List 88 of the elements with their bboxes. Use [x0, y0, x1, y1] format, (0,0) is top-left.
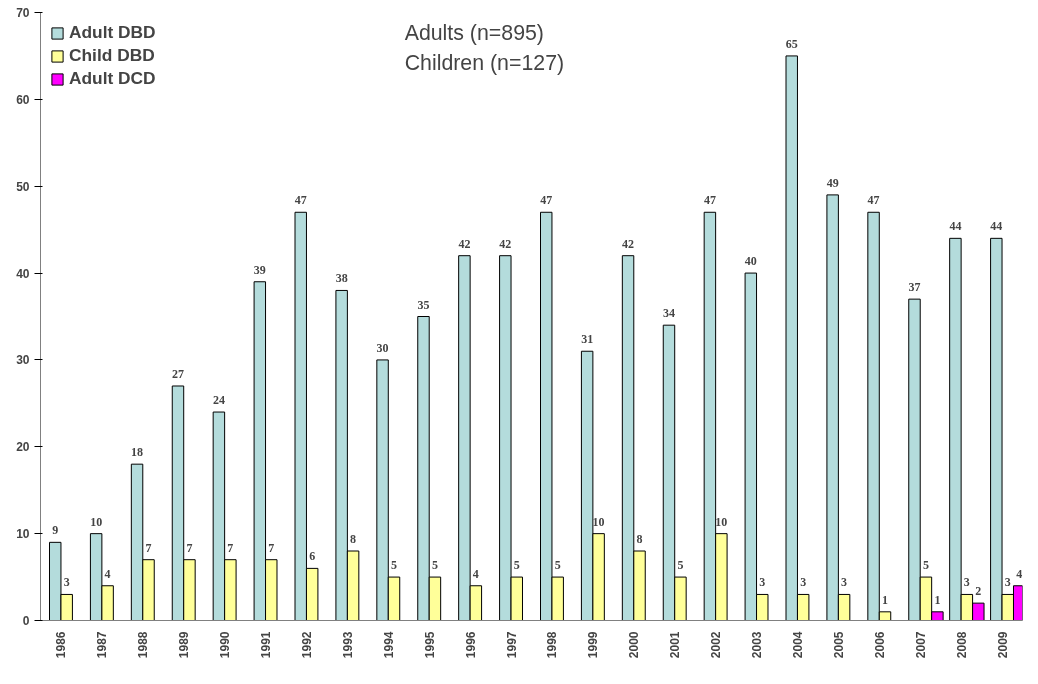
y-tick-label: 60 — [16, 92, 30, 107]
legend-label: Adult DBD — [69, 22, 156, 43]
x-tick-label: 1993 — [340, 631, 355, 659]
x-tick-label: 1986 — [54, 631, 69, 659]
x-tick-label: 1998 — [545, 631, 560, 659]
y-tick-label: 20 — [16, 440, 30, 455]
data-label: 3 — [1004, 575, 1011, 590]
data-label: 5 — [554, 558, 561, 573]
data-label: 27 — [171, 366, 184, 381]
data-label: 10 — [90, 514, 103, 529]
annotation: Children (n=127) — [404, 50, 565, 75]
data-label: 49 — [826, 175, 839, 190]
data-label: 42 — [499, 236, 512, 251]
x-tick-label: 2001 — [668, 631, 683, 659]
data-label: 7 — [227, 540, 234, 555]
x-tick-label: 1994 — [381, 631, 396, 659]
x-tick-label: 2008 — [954, 631, 969, 659]
y-tick-label: 10 — [16, 527, 30, 542]
x-tick-label: 1989 — [177, 631, 192, 659]
data-label: 47 — [867, 193, 880, 208]
annotation: Adults (n=895) — [404, 21, 544, 46]
data-label: 5 — [391, 558, 398, 573]
data-label: 24 — [212, 393, 225, 408]
x-tick-label: 2009 — [995, 631, 1010, 659]
x-tick-label: 2002 — [709, 631, 724, 659]
x-tick-label: 2004 — [790, 631, 805, 659]
data-label: 5 — [922, 558, 929, 573]
data-label: 7 — [145, 540, 152, 555]
x-tick-label: 1999 — [586, 631, 601, 659]
y-tick-label: 70 — [16, 6, 30, 20]
data-label: 3 — [963, 575, 970, 590]
data-label: 4 — [472, 566, 479, 581]
x-tick-label: 2007 — [913, 631, 928, 659]
data-label: 65 — [785, 36, 798, 51]
legend-label: Adult DCD — [69, 68, 156, 89]
data-label: 38 — [335, 271, 348, 286]
data-label: 9 — [52, 523, 59, 538]
data-label: 31 — [581, 332, 594, 347]
data-label: 47 — [540, 193, 553, 208]
data-label: 5 — [677, 558, 684, 573]
x-tick-label: 1996 — [463, 631, 478, 659]
y-tick-label: 40 — [16, 266, 30, 281]
data-label: 44 — [990, 219, 1003, 234]
data-label: 8 — [636, 532, 643, 547]
y-tick-label: 0 — [22, 614, 30, 628]
x-tick-label: 1990 — [218, 631, 233, 659]
data-label: 5 — [513, 558, 520, 573]
data-label: 47 — [703, 193, 716, 208]
x-tick-label: 2005 — [831, 631, 846, 659]
x-tick-label: 1988 — [136, 631, 151, 659]
data-label: 10 — [592, 514, 605, 529]
data-label: 3 — [63, 575, 70, 590]
x-tick-label: 1987 — [95, 631, 110, 659]
data-label: 4 — [104, 566, 111, 581]
data-label: 2 — [975, 584, 982, 599]
data-label: 5 — [431, 558, 438, 573]
data-label: 4 — [1016, 566, 1023, 581]
y-tick-label: 50 — [16, 179, 30, 194]
data-label: 3 — [759, 575, 766, 590]
data-label: 10 — [715, 514, 728, 529]
data-label: 34 — [662, 306, 675, 321]
data-label: 39 — [253, 262, 266, 277]
data-label: 47 — [294, 193, 307, 208]
x-tick-label: 2006 — [872, 631, 887, 659]
data-label: 3 — [800, 575, 807, 590]
data-label: 37 — [908, 280, 921, 295]
x-tick-label: 1992 — [299, 631, 314, 659]
x-tick-label: 2003 — [750, 631, 765, 659]
x-tick-label: 1997 — [504, 631, 519, 659]
data-label: 3 — [841, 575, 848, 590]
data-label: 42 — [458, 236, 471, 251]
x-tick-label: 1995 — [422, 631, 437, 659]
data-label: 7 — [268, 540, 275, 555]
data-label: 30 — [376, 340, 389, 355]
data-label: 44 — [949, 219, 962, 234]
y-tick-label: 30 — [16, 353, 30, 368]
data-label: 18 — [131, 445, 144, 460]
data-label: 7 — [186, 540, 193, 555]
legend-label: Child DBD — [69, 45, 155, 66]
data-label: 35 — [417, 297, 430, 312]
x-tick-label: 2000 — [627, 631, 642, 659]
x-tick-label: 1991 — [259, 631, 274, 659]
data-label: 42 — [622, 236, 635, 251]
data-label: 1 — [934, 592, 941, 607]
data-label: 8 — [350, 532, 357, 547]
data-label: 6 — [309, 549, 316, 564]
data-label: 1 — [882, 592, 889, 607]
data-label: 40 — [744, 254, 757, 269]
